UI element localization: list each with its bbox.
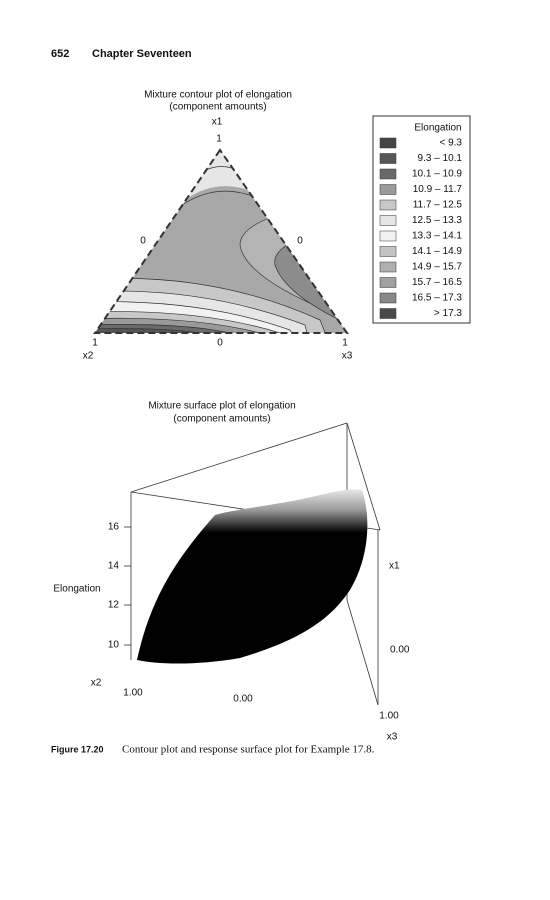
legend-label: 13.3 – 14.1 (412, 231, 462, 242)
contour-title: Mixture contour plot of elongation (144, 90, 292, 101)
tick-label: 1 (342, 338, 348, 349)
axis-label: x3 (387, 732, 398, 743)
legend-label: > 17.3 (434, 308, 463, 319)
legend-swatch (379, 308, 397, 319)
legend-swatch (379, 153, 397, 164)
legend-swatch (379, 246, 397, 257)
z-tick-label: 16 (108, 522, 120, 533)
contour-fill (95, 150, 347, 333)
z-axis-label: Elongation (53, 584, 100, 595)
legend-swatch (379, 292, 397, 304)
surface-subtitle: (component amounts) (173, 414, 270, 425)
legend-swatch (379, 184, 397, 195)
legend-title: Elongation (414, 123, 461, 134)
tick-label: 0 (140, 236, 146, 247)
legend-label: < 9.3 (439, 138, 462, 149)
triangle-border (93, 148, 349, 334)
tick-label: 0.00 (390, 645, 410, 656)
axis-label: x1 (389, 561, 400, 572)
legend-swatch (379, 261, 397, 273)
legend-label: 10.9 – 11.7 (413, 184, 463, 195)
legend-label: 15.7 – 16.5 (412, 277, 462, 288)
caption-text: Contour plot and response surface plot f… (122, 744, 375, 756)
legend-label: 16.5 – 17.3 (412, 293, 462, 304)
vertex-label: x3 (342, 351, 353, 362)
contour-subtitle: (component amounts) (169, 102, 266, 113)
vertex-label: x2 (83, 351, 94, 362)
page-number: 652 (51, 48, 69, 60)
tick-label: 0 (297, 236, 303, 247)
legend-label: 9.3 – 10.1 (418, 153, 463, 164)
tick-label: 1.00 (379, 711, 399, 722)
legend-label: 14.1 – 14.9 (412, 246, 462, 257)
tick-label: 1.00 (123, 688, 143, 699)
tick-label: 0.00 (233, 694, 253, 705)
caption-label: Figure 17.20 (51, 744, 104, 754)
z-tick-label: 12 (108, 600, 120, 611)
legend-label: 14.9 – 15.7 (412, 262, 462, 273)
legend-label: 11.7 – 12.5 (413, 200, 463, 211)
legend-swatch (379, 215, 397, 226)
z-tick-label: 14 (108, 561, 120, 572)
legend-items: < 9.3 9.3 – 10.1 10.1 – 10.9 10.9 – 11.7 11.… (379, 137, 463, 319)
response-surface (137, 489, 368, 664)
tick-label: 0 (217, 338, 223, 349)
z-ticks (124, 526, 131, 646)
chapter-title: Chapter Seventeen (92, 48, 192, 60)
legend-swatch (379, 137, 397, 149)
axis-label: x2 (91, 678, 102, 689)
tick-label: 1 (92, 338, 98, 349)
legend-label: 12.5 – 13.3 (412, 215, 462, 226)
legend-swatch (379, 230, 397, 242)
z-tick-label: 10 (108, 640, 120, 651)
legend-swatch (379, 168, 397, 180)
tick-label: 1 (216, 134, 222, 145)
legend-label: 10.1 – 10.9 (412, 169, 462, 180)
legend-swatch (379, 277, 397, 288)
vertex-label: x1 (212, 117, 223, 128)
surface-title: Mixture surface plot of elongation (148, 401, 295, 412)
legend-swatch (379, 199, 397, 211)
